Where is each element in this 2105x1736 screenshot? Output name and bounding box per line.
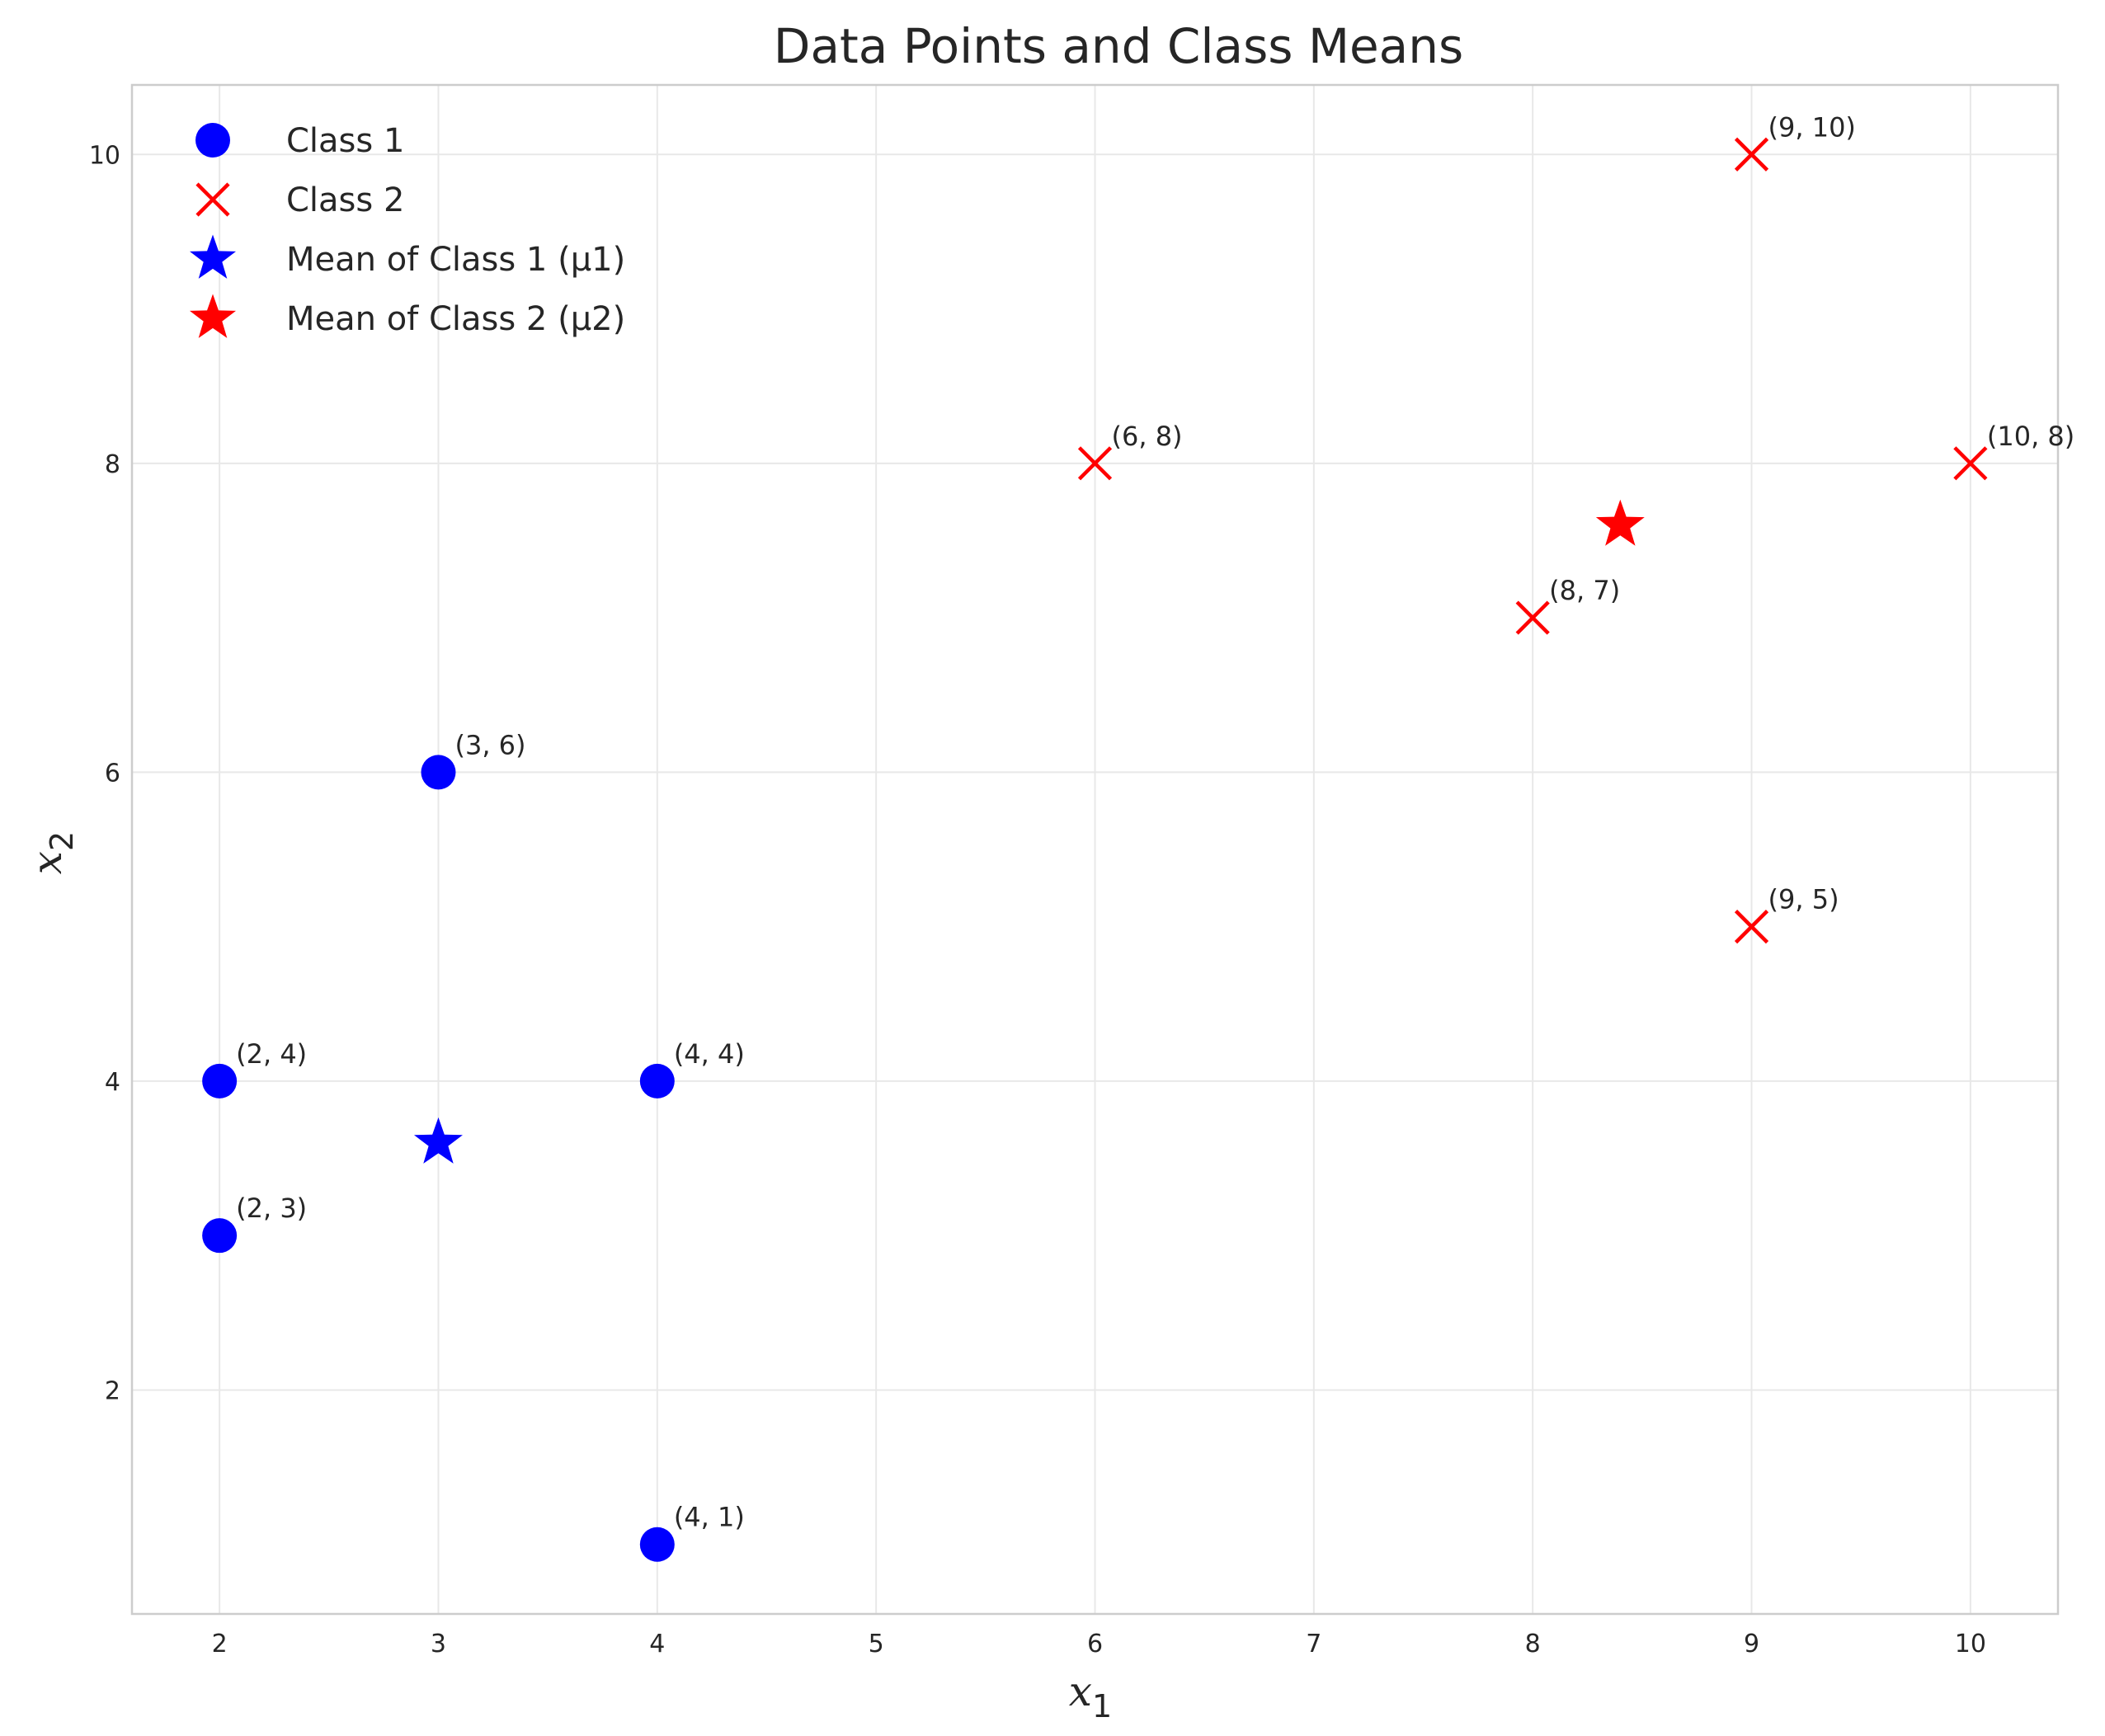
x-tick-label: 9 [1744,1630,1759,1658]
y-tick-label: 8 [105,450,120,479]
point-label: (3, 6) [454,729,525,760]
point-label: (8, 7) [1549,575,1620,606]
chart-title: Data Points and Class Means [774,18,1463,74]
x-marker-stroke [1734,910,1769,944]
legend-marker [195,123,230,158]
class-2-point [1077,446,1113,481]
x-axis-label: x1 [1069,1668,1112,1724]
data-marks [202,137,1988,1562]
legend-marker [189,294,237,338]
y-tick-label: 10 [89,141,120,170]
x-marker-stroke [1953,446,1988,481]
plot-area-frame [130,83,2060,1616]
legend: Class 1 Class 2 Mean of Class 1 (μ1) Mean o… [189,122,625,338]
class-2-point [1734,137,1769,172]
y-tick-label: 6 [105,759,120,788]
class-1-point [202,1218,238,1254]
x-tick-label: 7 [1306,1630,1321,1658]
legend-label: Mean of Class 1 (μ1) [286,241,625,279]
point-label: (6, 8) [1112,421,1183,452]
class-1-point [421,755,456,790]
x-tick-label: 5 [869,1630,884,1658]
y-tick-labels: 2 4 6 8 10 [89,141,120,1405]
x-tick-label: 3 [431,1630,446,1658]
class-1-point [202,1063,238,1099]
class-1-point [639,1527,675,1562]
class-2-point [1515,600,1550,635]
y-tick-label: 2 [105,1376,120,1405]
point-label: (4, 4) [674,1038,745,1070]
mean-star-marker [1595,499,1645,546]
x-tick-labels: 2 3 4 5 6 7 8 9 10 [212,1630,1986,1658]
x-marker-stroke [1515,600,1550,635]
class-2-point [1734,910,1769,944]
x-tick-label: 10 [1955,1630,1986,1658]
legend-label: Class 2 [286,181,404,219]
y-tick-label: 4 [105,1068,120,1097]
mean-star-marker [413,1117,463,1164]
y-axis-label: x2 [23,831,80,874]
point-label: (2, 4) [236,1038,307,1070]
point-annotations: (2, 3) (3, 6) (4, 4) (2, 4) (4, 1) (9, 10) (6,… [236,111,2074,1532]
legend-marker [195,182,230,217]
x-marker-stroke [1734,137,1769,172]
point-label: (9, 10) [1768,111,1856,143]
x-tick-label: 2 [212,1630,228,1658]
x-marker-stroke [195,182,230,217]
point-label: (4, 1) [674,1502,745,1533]
legend-label: Mean of Class 2 (μ2) [286,300,625,338]
point-label: (10, 8) [1987,421,2074,452]
point-label: (9, 5) [1768,884,1839,915]
x-marker-stroke [1077,446,1113,481]
legend-label: Class 1 [286,122,404,160]
legend-marker [189,234,237,279]
class-1-point [639,1063,675,1099]
x-tick-label: 4 [649,1630,665,1658]
x-tick-label: 6 [1087,1630,1103,1658]
x-tick-label: 8 [1525,1630,1541,1658]
class-2-point [1953,446,1988,481]
point-label: (2, 3) [236,1193,307,1224]
